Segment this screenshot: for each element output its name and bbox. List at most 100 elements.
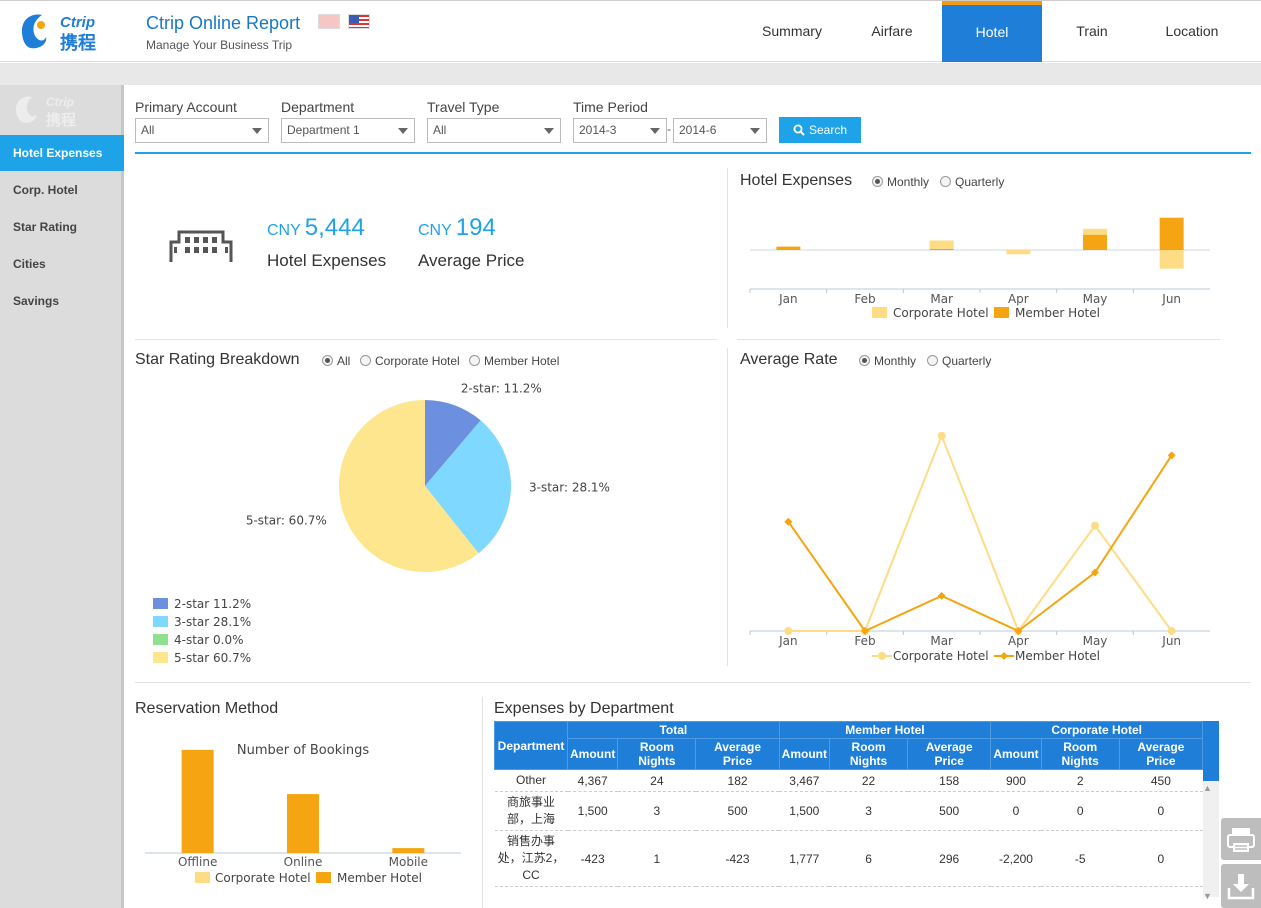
print-button[interactable] [1221,818,1261,860]
svg-text:Ctrip: Ctrip [60,14,95,31]
department-select[interactable]: Department 1 [281,118,415,143]
sub-header-amount[interactable]: Amount [778,738,830,770]
table-cell: 0 [1041,791,1120,831]
china-flag-icon[interactable] [318,14,340,29]
sidebar-item-corp-hotel[interactable]: Corp. Hotel [13,183,78,197]
bar-member-hotel [1159,217,1184,250]
expenses-table-container: Department Total Member Hotel Corporate … [494,721,1219,897]
star-rating-all-radio[interactable]: All [322,354,350,368]
star-rating-pie-chart: 2-star: 11.2% 3-star: 28.1% 5-star: 60.7% [246,381,610,572]
legend-swatch-member [994,307,1009,318]
star-rating-corporate-radio[interactable]: Corporate Hotel [360,354,460,368]
x-tick-label: Jun [1161,292,1181,306]
nav-train[interactable]: Train [1076,23,1108,39]
time-period-from-select[interactable]: 2014-3 [573,118,667,143]
row-divider-left [135,339,717,340]
time-period-from-value: 2014-3 [579,123,617,137]
radio-label: Monthly [887,175,930,189]
x-tick-label: Mobile [389,855,428,869]
bar-member-hotel [776,246,801,250]
header-department[interactable]: Department [494,721,568,770]
radio-checked-icon [872,176,883,187]
hotel-expenses-monthly-radio[interactable]: Monthly [872,175,929,189]
x-tick-label: Jun [1161,634,1181,648]
sub-header-average-price[interactable]: Average Price [695,738,780,770]
sidebar-item-hotel-expenses[interactable]: Hotel Expenses [0,135,124,171]
table-row[interactable]: Other 4,367 24 182 3,467 22 158 900 2 450 [494,769,1203,792]
sub-header-room-nights[interactable]: Room Nights [1040,738,1120,770]
hotel-expenses-chart: Jan Feb Mar Apr May Jun Corporate Hotel Member … [749,217,1210,320]
us-flag-icon[interactable] [348,14,370,29]
kpi-expenses-value: CNY 5,444 [267,214,365,242]
x-tick-label: Offline [178,855,217,869]
legend-member-hotel: Member Hotel [337,871,422,885]
expenses-table-body: Other 4,367 24 182 3,467 22 158 900 2 450 商旅事业部，上海… [494,769,1203,887]
legend-swatch [153,652,168,663]
sidebar-item-star-rating[interactable]: Star Rating [13,220,78,234]
sub-header-average-price[interactable]: Average Price [1118,738,1204,770]
download-button[interactable] [1221,864,1261,908]
table-cell: 3,467 [779,769,830,792]
pie-slice-5-star [339,400,479,572]
hotel-expenses-quarterly-radio[interactable]: Quarterly [940,175,1004,189]
nav-hotel[interactable]: Hotel [942,1,1042,62]
printer-icon [1227,828,1255,852]
legend-marker-corporate [878,652,886,660]
legend-item-2-star: 2-star 11.2% [153,597,251,611]
sub-header-amount[interactable]: Amount [990,738,1042,770]
table-cell: 500 [907,791,991,831]
average-rate-monthly-radio[interactable]: Monthly [859,354,916,368]
sub-header-room-nights[interactable]: Room Nights [617,738,697,770]
data-point-member [784,517,793,526]
legend-label: 4-star 0.0% [174,633,244,647]
nav-airfare[interactable]: Airfare [871,23,913,39]
kpi-divider [727,168,728,328]
table-cell: 24 [617,769,696,792]
row-divider-right [737,339,1220,340]
nav-summary[interactable]: Summary [762,23,822,39]
table-row[interactable]: 商旅事业部，上海 1,500 3 500 1,500 3 500 0 0 0 [494,791,1203,831]
sidebar: Ctrip 携程 Hotel Expenses Corp. Hotel Star… [0,85,124,908]
scroll-down-icon[interactable]: ▼ [1203,891,1212,901]
sub-header-room-nights[interactable]: Room Nights [828,738,909,770]
kpi-expenses-label: Hotel Expenses [267,251,387,270]
svg-text:携程: 携程 [60,32,96,54]
sidebar-item-cities[interactable]: Cities [13,257,46,271]
legend-marker-member [1000,652,1008,660]
search-button[interactable]: Search [779,117,861,143]
table-row[interactable]: 销售办事处，江苏2，CC -423 1 -423 1,777 6 296 -2,200 -5 0 [494,830,1203,887]
x-tick-label: May [1083,634,1108,648]
legend-label: 5-star 60.7% [174,651,252,665]
data-point-member [937,591,946,600]
table-cell: 296 [907,830,991,887]
ctrip-logo[interactable]: Ctrip 携程 [16,7,128,55]
sub-header-average-price[interactable]: Average Price [907,738,992,770]
kpi-expenses-number: 5,444 [304,214,365,241]
sub-header-amount[interactable]: Amount [566,738,619,770]
nav-location[interactable]: Location [1165,23,1219,39]
sidebar-item-savings[interactable]: Savings [13,294,60,308]
table-cell: 158 [907,769,991,792]
scroll-up-icon[interactable]: ▲ [1203,783,1212,793]
star-rating-member-radio[interactable]: Member Hotel [469,354,559,368]
average-rate-chart: Jan Feb Mar Apr May Jun Corporate Hotel Member … [749,431,1210,663]
primary-account-select[interactable]: All [135,118,269,143]
kpi-expenses-currency: CNY [267,222,301,239]
reservation-method-title: Reservation Method [135,700,279,717]
hotel-expenses-title: Hotel Expenses [740,172,853,189]
legend-corporate-hotel: Corporate Hotel [893,306,989,320]
radio-label: Member Hotel [484,354,560,368]
table-cell: 6 [829,830,908,887]
time-period-to-select[interactable]: 2014-6 [673,118,767,143]
travel-type-select[interactable]: All [427,118,561,143]
hotel-building-icon [169,230,233,262]
legend-member-hotel: Member Hotel [1015,649,1100,663]
bar-member-hotel [287,794,319,853]
expenses-table: Department Total Member Hotel Corporate … [494,721,1204,887]
expenses-by-department-title: Expenses by Department [494,700,674,717]
table-cell: 3 [829,791,908,831]
legend-label: 2-star 11.2% [174,597,252,611]
data-point-member [1167,451,1176,460]
chevron-down-icon [398,128,408,134]
average-rate-quarterly-radio[interactable]: Quarterly [927,354,991,368]
